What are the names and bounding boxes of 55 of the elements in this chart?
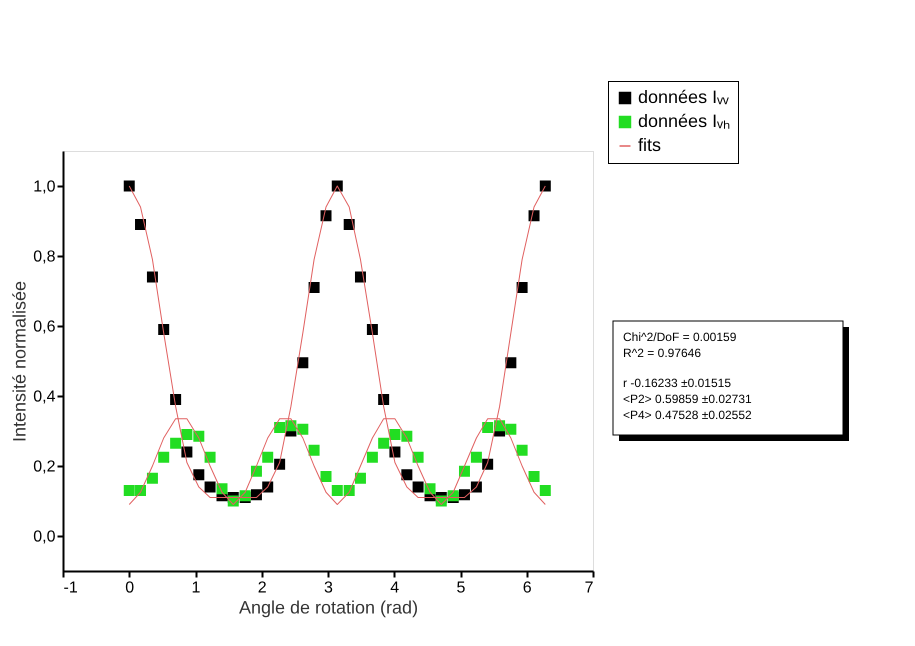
point bbox=[516, 444, 528, 456]
legend-label: données Iᵥᵥ bbox=[638, 87, 729, 107]
point bbox=[366, 452, 378, 463]
y-tick-label: 0,8 bbox=[33, 248, 56, 266]
point bbox=[204, 482, 216, 492]
point bbox=[378, 438, 390, 449]
point bbox=[124, 180, 135, 192]
point bbox=[158, 452, 170, 463]
x-tick-label: 5 bbox=[456, 580, 466, 596]
text: r -0.16233 ±0.01515 bbox=[623, 376, 732, 390]
y-tick-label: 0,0 bbox=[33, 528, 56, 546]
point bbox=[412, 482, 424, 492]
text: Chi^2/DoF = 0.00159 bbox=[623, 330, 737, 344]
x-tick-label: 3 bbox=[324, 580, 334, 596]
point bbox=[389, 429, 400, 440]
text: R^2 = 0.97646 bbox=[623, 346, 702, 360]
point bbox=[297, 424, 308, 435]
y-tick-label: 0,6 bbox=[33, 318, 56, 336]
y-tick-label: 1,0 bbox=[33, 178, 56, 196]
point bbox=[528, 471, 540, 482]
point bbox=[516, 282, 528, 293]
point bbox=[308, 282, 320, 293]
point bbox=[540, 485, 551, 496]
x-tick-label: 6 bbox=[522, 580, 532, 596]
point bbox=[308, 444, 320, 456]
point bbox=[320, 471, 332, 482]
y-tick-label: 0,2 bbox=[33, 458, 56, 476]
x-tick-label: 4 bbox=[390, 580, 400, 596]
point bbox=[332, 485, 343, 496]
point bbox=[262, 452, 274, 463]
x-tick-label: 2 bbox=[258, 580, 267, 596]
point bbox=[540, 180, 551, 192]
point bbox=[193, 469, 204, 480]
point bbox=[181, 429, 192, 440]
y-tick-label: 0,4 bbox=[33, 388, 56, 406]
y-axis-title: Intensité normalisée bbox=[9, 280, 30, 442]
text: <P2> 0.59859 ±0.02731 bbox=[623, 392, 752, 406]
x-tick-label: 1 bbox=[192, 580, 201, 596]
text: <P4> 0.47528 ±0.02552 bbox=[623, 408, 752, 422]
point bbox=[146, 472, 158, 484]
point bbox=[124, 485, 135, 496]
point bbox=[470, 452, 482, 463]
point bbox=[297, 357, 308, 368]
point bbox=[274, 422, 286, 433]
legend-label: fits bbox=[638, 135, 662, 155]
point bbox=[401, 469, 412, 480]
x-tick-label: 0 bbox=[125, 580, 134, 596]
point bbox=[482, 422, 494, 433]
point bbox=[505, 424, 516, 435]
x-tick-label: -1 bbox=[64, 580, 78, 596]
x-axis-title: Angle de rotation (rad) bbox=[238, 598, 418, 618]
x-tick-label: 7 bbox=[584, 580, 594, 596]
point bbox=[354, 472, 366, 484]
point bbox=[170, 438, 182, 449]
legend-label: données Iᵥₕ bbox=[638, 111, 730, 131]
